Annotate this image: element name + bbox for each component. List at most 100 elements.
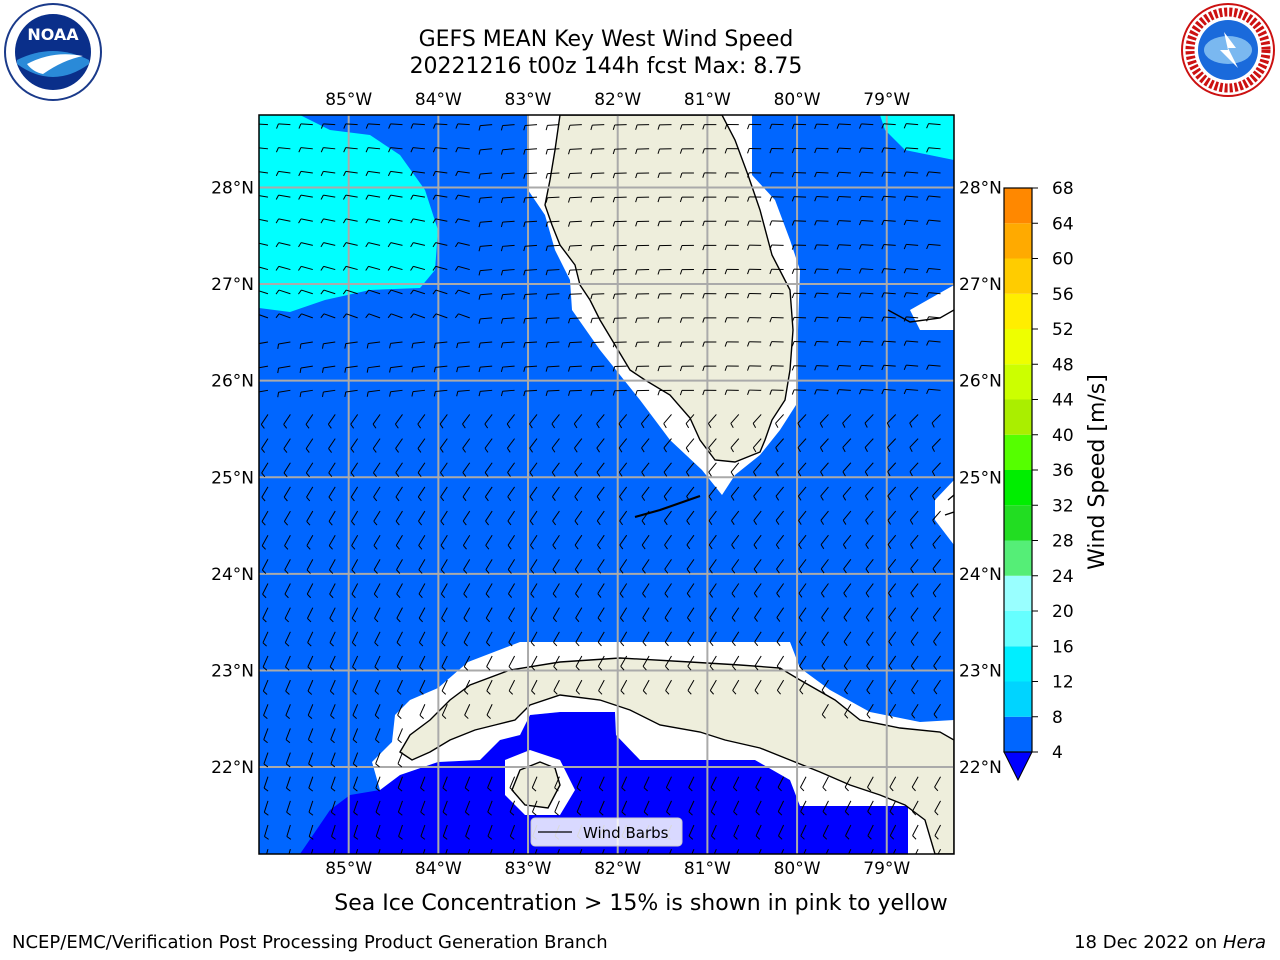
wind-barb	[342, 289, 358, 295]
wind-barb	[612, 341, 627, 348]
wind-barb	[417, 486, 426, 502]
wind-barb	[800, 800, 807, 816]
wind-barb	[395, 438, 403, 453]
wind-barb	[342, 218, 358, 224]
wind-barb	[836, 364, 851, 371]
wind-barb	[596, 486, 605, 501]
wind-barb	[590, 124, 605, 131]
map-frame	[258, 114, 955, 855]
wind-barb	[911, 703, 919, 719]
wind-barb	[478, 293, 493, 300]
colorbar-tick-label: 60	[1052, 250, 1074, 270]
wind-barb	[747, 292, 762, 299]
wind-barb	[330, 800, 336, 816]
wind-barb	[321, 341, 336, 349]
wind-barb	[769, 244, 784, 250]
wind-barb	[933, 703, 941, 719]
wind-barb	[351, 607, 359, 623]
x-tick-label-top: 79°W	[863, 90, 910, 110]
wind-barb	[657, 269, 672, 275]
wind-barb	[418, 607, 426, 623]
wind-barb	[259, 242, 269, 246]
wind-barb	[619, 486, 628, 501]
wind-barb	[730, 486, 740, 501]
wind-barb	[888, 704, 897, 719]
wind-barb	[259, 290, 269, 295]
wind-barb	[814, 123, 829, 129]
wind-barb	[679, 220, 694, 227]
wind-barb	[753, 583, 762, 598]
wind-barb	[328, 510, 336, 526]
wind-barb	[635, 341, 650, 348]
wind-barb	[574, 486, 583, 501]
wind-barb	[889, 800, 897, 816]
wind-barb	[733, 824, 740, 840]
barb-legend: Wind Barbs	[530, 817, 683, 847]
wind-barb	[657, 317, 672, 323]
wind-barb	[731, 534, 740, 550]
wind-barb	[455, 242, 470, 248]
wind-barb	[769, 268, 784, 275]
wind-barb	[366, 365, 381, 373]
wind-barb	[455, 123, 470, 129]
wind-barb	[858, 123, 874, 129]
wind-barb	[730, 438, 740, 453]
wind-barb	[478, 389, 493, 397]
wind-barb	[308, 800, 314, 816]
wind-barb	[641, 486, 650, 501]
wind-barb	[881, 219, 896, 226]
wind-barb	[298, 218, 313, 224]
wind-barb	[724, 389, 739, 396]
wind-barb	[328, 534, 336, 550]
wind-barb	[612, 389, 627, 396]
wind-barb	[329, 631, 336, 647]
wind-barb	[259, 365, 269, 369]
wind-barb	[881, 364, 896, 371]
wind-barb	[686, 583, 695, 598]
wind-barb	[456, 365, 470, 373]
wind-barb	[926, 292, 941, 298]
wind-barb	[686, 559, 695, 574]
wind-barb	[575, 583, 583, 598]
wind-barb	[843, 631, 852, 646]
wind-barb	[858, 389, 874, 395]
wind-barb	[612, 220, 627, 227]
wind-barb	[821, 655, 829, 671]
colorbar-segment	[1004, 293, 1032, 329]
wind-barb	[512, 848, 516, 854]
wind-barb	[619, 559, 628, 574]
wind-barb	[842, 534, 852, 550]
wind-barb	[702, 365, 717, 372]
wind-barb	[934, 800, 941, 816]
wind-barb	[259, 314, 269, 319]
x-tick-label-bottom: 79°W	[863, 859, 910, 879]
wind-barb	[769, 220, 784, 226]
wind-barb	[881, 388, 896, 395]
wind-barb	[910, 534, 919, 549]
wind-barb	[328, 559, 336, 574]
wind-barb	[306, 510, 314, 526]
wind-barb	[791, 316, 807, 323]
wind-barb	[529, 462, 538, 477]
x-tick-label-top: 84°W	[415, 90, 462, 110]
wind-barb	[597, 559, 605, 574]
colorbar-segment	[1004, 646, 1032, 682]
wind-barb	[410, 194, 425, 200]
wind-barb	[731, 510, 740, 525]
wind-barb	[462, 486, 471, 502]
wind-barb	[397, 800, 403, 816]
wind-barb	[657, 220, 672, 227]
wind-barb	[320, 123, 336, 129]
wind-barb	[702, 148, 717, 154]
wind-barb	[305, 414, 314, 429]
wind-barb	[440, 486, 448, 502]
wind-barb	[266, 849, 269, 854]
wind-barb	[620, 679, 628, 695]
wind-barb	[685, 462, 695, 477]
wind-barb	[799, 655, 807, 671]
x-tick-label-top: 80°W	[774, 90, 821, 110]
wind-barb	[432, 313, 448, 319]
wind-barb	[769, 123, 784, 130]
wind-barb	[865, 510, 874, 525]
wind-barb	[299, 365, 313, 374]
